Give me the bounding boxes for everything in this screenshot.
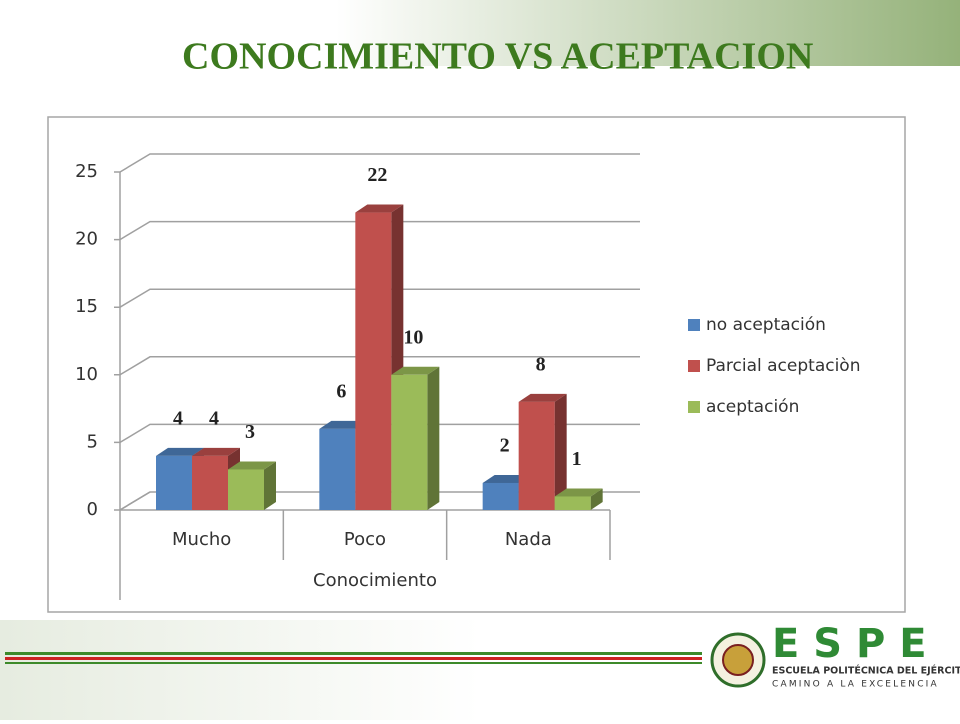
value-label: 3	[245, 421, 255, 443]
x-axis-back	[119, 491, 151, 511]
slide-title: CONOCIMIENTO VS ACEPTACION	[182, 36, 813, 78]
bar	[355, 212, 392, 510]
bar	[391, 374, 428, 510]
legend-swatch	[688, 360, 700, 372]
footer-line	[5, 662, 702, 664]
y-tick-label: 15	[75, 296, 98, 317]
back-wall	[120, 154, 150, 510]
bar-top	[192, 447, 240, 456]
logo-name: ESCUELA POLITÉCNICA DEL EJÉRCITO	[772, 665, 960, 677]
value-label: 4	[209, 408, 219, 430]
bar-side	[590, 488, 603, 510]
bar-top	[391, 366, 440, 375]
footer-line	[5, 657, 702, 660]
footer-line	[5, 652, 702, 655]
bar	[156, 455, 192, 510]
value-label: 1	[572, 448, 582, 470]
x-tick-label: Nada	[505, 529, 552, 550]
chart-frame	[47, 116, 906, 613]
grid-line	[114, 153, 640, 173]
y-tick-label: 5	[87, 431, 98, 452]
header-band	[0, 0, 960, 66]
bar	[228, 469, 264, 510]
legend-swatch	[688, 401, 700, 413]
y-tick-label: 20	[75, 229, 98, 250]
logo-letters: E S P E	[772, 621, 927, 667]
footer-lines	[5, 652, 702, 664]
bar	[192, 455, 228, 510]
value-label: 2	[500, 435, 510, 457]
footer-band	[0, 620, 960, 720]
bar-side	[554, 393, 567, 510]
logo-emblem	[710, 632, 766, 688]
bar-top	[228, 461, 276, 470]
bar-top	[156, 447, 204, 456]
bar	[554, 496, 591, 510]
legend-label: no aceptación	[706, 315, 826, 335]
value-label: 10	[403, 326, 423, 348]
y-tick-label: 0	[87, 499, 98, 520]
bar-top	[554, 488, 603, 497]
value-label: 6	[336, 380, 346, 402]
x-axis-title: Conocimiento	[313, 570, 437, 591]
logo-motto: CAMINO A LA EXCELENCIA	[772, 680, 939, 690]
legend-label: aceptación	[706, 397, 799, 417]
x-tick-label: Poco	[344, 529, 386, 550]
bar	[319, 428, 356, 510]
bar-side	[264, 461, 276, 510]
value-label: 8	[536, 353, 546, 375]
legend-label: Parcial aceptaciòn	[706, 356, 860, 376]
y-tick-label: 25	[75, 161, 98, 182]
y-tick-label: 10	[75, 364, 98, 385]
bar	[482, 482, 519, 510]
bar-top	[355, 204, 404, 213]
legend-swatch	[688, 319, 700, 331]
emblem-core	[722, 644, 754, 676]
value-label: 4	[173, 408, 183, 430]
x-tick-label: Mucho	[172, 529, 231, 550]
bar-side	[427, 366, 440, 510]
bar	[518, 401, 555, 510]
bar-top	[518, 393, 567, 402]
value-label: 22	[367, 164, 387, 186]
